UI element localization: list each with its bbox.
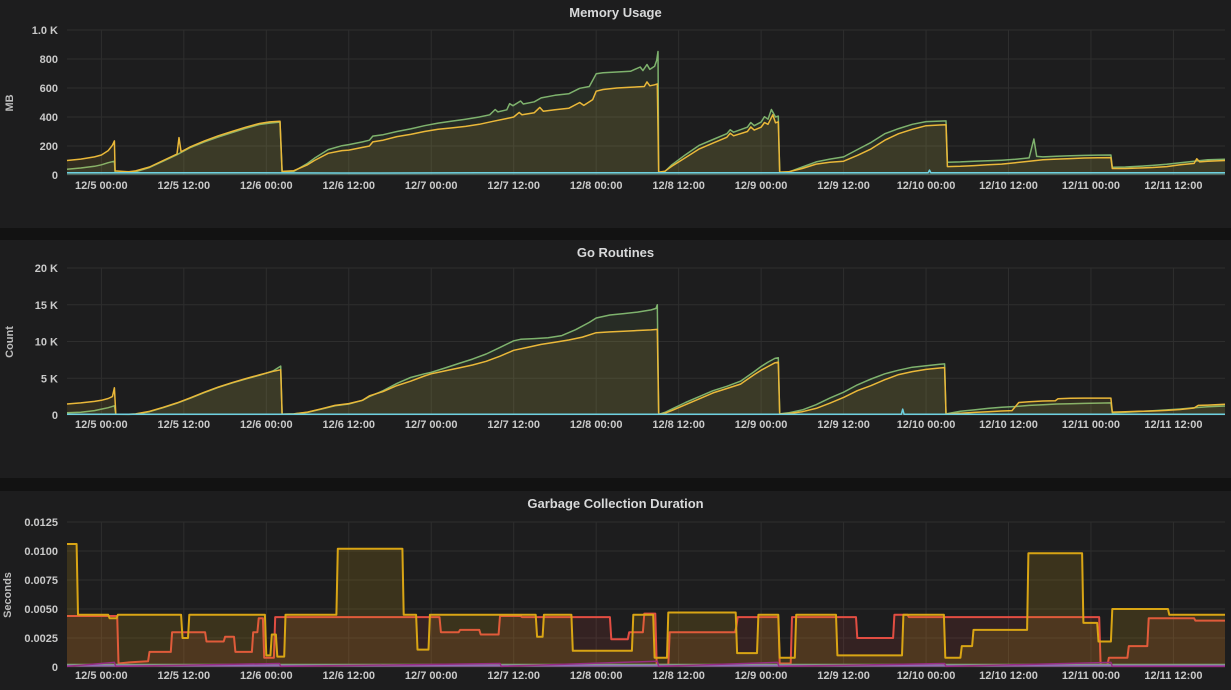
gc-duration-chart[interactable]: 0 0.0025 0.0050 0.0075 0.0100 0.0125 12/5 00:0… [0,491,1231,690]
x-tick-label: 12/9 00:00 [735,670,788,682]
x-tick-label: 12/5 00:00 [75,419,128,431]
series-area-cyan [67,170,1225,175]
y-tick-label: 10 K [35,337,58,349]
panel-title[interactable]: Garbage Collection Duration [527,496,704,511]
y-tick-label: 0.0075 [24,575,58,587]
x-tick-label: 12/5 12:00 [158,180,211,192]
x-tick-label: 12/7 12:00 [487,419,540,431]
x-tick-label: 12/7 12:00 [487,180,540,192]
x-tick-label: 12/8 12:00 [652,419,705,431]
y-tick-label: 20 K [35,263,58,275]
x-tick-label: 12/6 12:00 [322,419,375,431]
y-tick-label: 0 [52,662,58,674]
y-tick-label: 0.0025 [24,633,58,645]
x-tick-label: 12/5 00:00 [75,180,128,192]
y-tick-label: 800 [40,54,58,66]
y-axis-unit-label: MB [4,94,16,111]
y-axis-unit-label: Seconds [2,572,14,618]
series-line-yellow [66,81,1226,173]
panel-memory-usage: Memory Usage 0 200 400 600 800 1.0 K 12/5 00:0… [0,0,1231,228]
y-tick-label: 600 [40,83,58,95]
x-tick-label: 12/6 00:00 [240,419,293,431]
x-tick-label: 12/10 12:00 [979,180,1038,192]
panel-title[interactable]: Go Routines [576,245,655,260]
panel-gc-duration: Garbage Collection Duration 0 0.0025 0.005… [0,491,1231,690]
y-tick-label: 15 K [35,300,58,312]
series-area-green [67,51,1225,175]
series-area-red [67,613,1225,667]
x-tick-label: 12/11 00:00 [1062,419,1120,431]
x-tick-label: 12/10 00:00 [897,670,956,682]
x-tick-label: 12/9 12:00 [817,419,870,431]
go-routines-chart[interactable]: 0 5 K 10 K 15 K 20 K 12/5 00:00 12/5 12:00 12/6… [0,240,1231,478]
series-line-yellow [66,328,1226,416]
x-tick-label: 12/5 12:00 [158,419,211,431]
series-line-red [67,612,1225,666]
x-tick-label: 12/11 00:00 [1062,180,1120,192]
series-line-magenta [66,660,1225,668]
x-tick-label: 12/10 12:00 [979,670,1038,682]
y-tick-label: 1.0 K [32,25,58,37]
series-area-yellow [67,329,1225,415]
series-area-green [67,304,1225,415]
x-tick-label: 12/6 12:00 [322,670,375,682]
y-tick-label: 5 K [41,373,58,385]
y-axis-unit-label: Count [4,326,16,358]
x-tick-label: 12/7 00:00 [405,180,458,192]
x-tick-label: 12/9 12:00 [817,180,870,192]
x-tick-label: 12/8 00:00 [570,419,623,431]
x-tick-label: 12/11 12:00 [1144,670,1202,682]
x-tick-label: 12/11 12:00 [1144,180,1202,192]
x-tick-label: 12/11 00:00 [1062,670,1120,682]
x-tick-label: 12/7 12:00 [487,670,540,682]
x-tick-label: 12/5 12:00 [158,670,211,682]
series-area-yellow [67,544,1225,667]
series-line-cyan [66,169,1225,174]
x-tick-label: 12/10 00:00 [897,180,956,192]
y-tick-label: 400 [40,112,58,124]
x-tick-label: 12/8 00:00 [570,670,623,682]
panel-title[interactable]: Memory Usage [569,5,662,20]
y-tick-label: 0.0050 [24,604,58,616]
memory-usage-chart[interactable]: 0 200 400 600 800 1.0 K 12/5 00:00 12/5 12:00 12… [0,0,1231,228]
x-tick-label: 12/9 00:00 [735,180,788,192]
x-tick-label: 12/9 00:00 [735,419,788,431]
x-tick-label: 12/8 00:00 [570,180,623,192]
x-tick-label: 12/7 00:00 [405,670,458,682]
x-tick-label: 12/6 00:00 [240,670,293,682]
x-tick-label: 12/8 12:00 [652,180,705,192]
x-tick-label: 12/5 00:00 [75,670,128,682]
x-tick-label: 12/10 12:00 [979,419,1038,431]
y-tick-label: 0.0125 [24,517,58,529]
x-tick-label: 12/9 12:00 [817,670,870,682]
x-tick-label: 12/10 00:00 [897,419,956,431]
series-line-cyan [67,408,1225,416]
y-tick-label: 0 [52,410,58,422]
x-tick-label: 12/8 12:00 [652,670,705,682]
series-area-yellow [67,81,1225,175]
series-line-yellow [67,543,1225,659]
y-tick-label: 0.0100 [24,546,58,558]
x-tick-label: 12/6 00:00 [240,180,293,192]
y-tick-label: 0 [52,170,58,182]
x-tick-label: 12/6 12:00 [322,180,375,192]
y-tick-label: 200 [40,141,58,153]
x-tick-label: 12/7 00:00 [405,419,458,431]
panel-go-routines: Go Routines 0 5 K 10 K 15 K 20 K 12/5 00:00 12… [0,240,1231,478]
x-tick-label: 12/11 12:00 [1144,419,1202,431]
